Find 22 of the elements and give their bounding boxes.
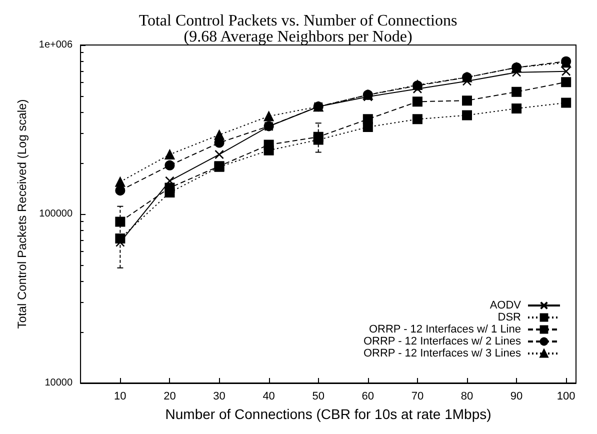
y-tick-label: 100000 [39,208,73,220]
legend-label: ORRP - 12 Interfaces w/ 3 Lines [363,348,522,360]
x-tick-label: 10 [114,390,126,402]
x-tick-label: 30 [213,390,226,402]
x-tick-label: 60 [362,390,374,402]
x-tick-label: 90 [510,390,523,402]
chart-title: Total Control Packets vs. Number of Connections [138,12,458,30]
x-tick-label: 70 [411,390,424,402]
chart-subtitle: (9.68 Average Neighbors per Node) [184,28,412,46]
y-tick-label: 10000 [44,378,73,388]
legend-label: AODV [490,300,522,312]
x-tick-label: 100 [556,390,576,402]
legend-label: ORRP - 12 Interfaces w/ 2 Lines [363,336,522,348]
x-tick-label: 40 [262,390,275,402]
x-axis-title: Number of Connections (CBR for 10s at rate 1Mbps) [165,406,492,422]
x-tick-label: 80 [460,390,474,402]
y-tick-label: 1e+006 [38,40,73,50]
legend-label: DSR [498,312,522,324]
y-axis-title: Total Control Packets Received (Log scale) [15,99,29,329]
x-tick-label: 20 [164,390,176,402]
legend-label: ORRP - 12 Interfaces w/ 1 Line [368,324,521,336]
x-tick-label: 50 [312,390,324,402]
